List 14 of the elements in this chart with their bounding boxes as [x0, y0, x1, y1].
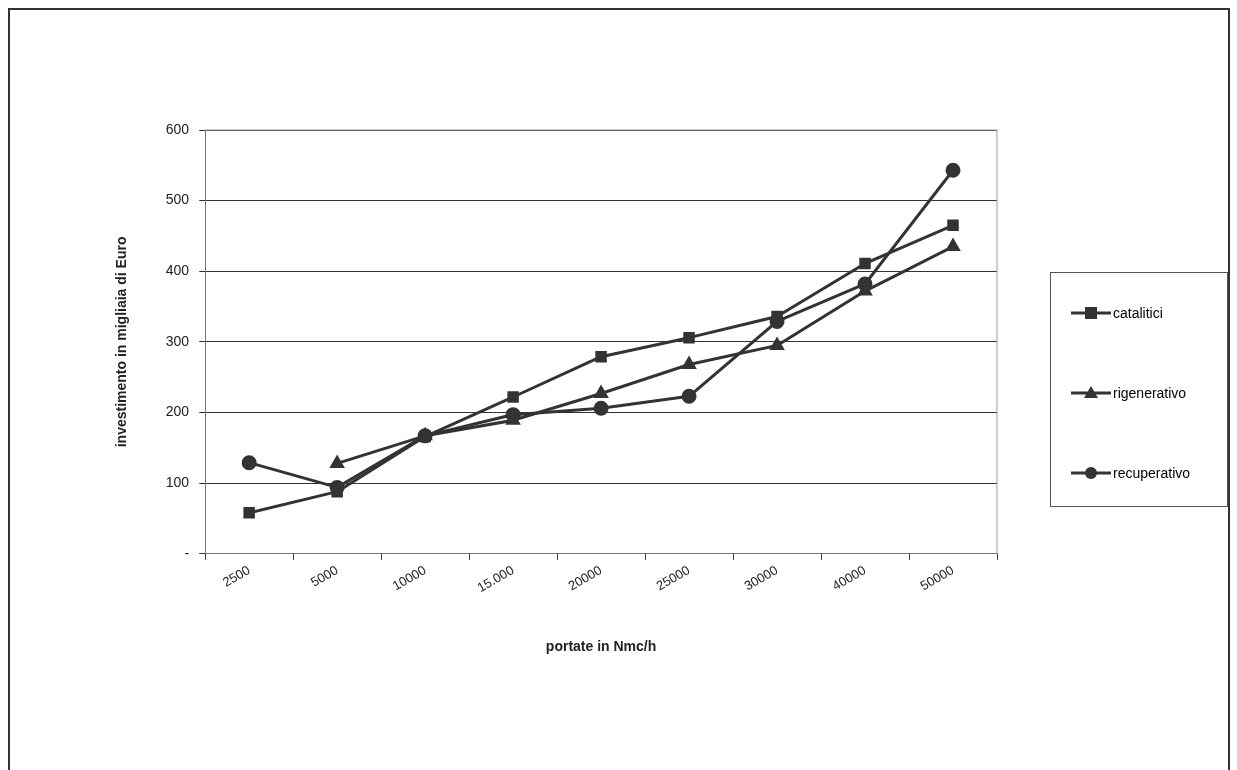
- y-tick-label: 200: [165, 403, 190, 420]
- x-tick-label: 5000: [307, 562, 341, 590]
- x-tick-label: 2500: [219, 562, 253, 590]
- legend-label: catalitici: [1113, 305, 1163, 321]
- y-tick-label: 400: [165, 262, 190, 279]
- y-tick-label: 300: [165, 332, 190, 349]
- y-tick-label: 500: [165, 191, 190, 208]
- legend-label: rigenerativo: [1113, 385, 1187, 401]
- x-axis-title: portate in Nmc/h: [545, 638, 657, 655]
- y-axis-title: investimento in migliaia di Euro: [113, 236, 130, 448]
- y-tick-label: 600: [165, 120, 190, 137]
- y-tick-label: -: [184, 544, 190, 561]
- y-tick-label: 100: [165, 474, 190, 491]
- legend-label: recuperativo: [1113, 465, 1191, 481]
